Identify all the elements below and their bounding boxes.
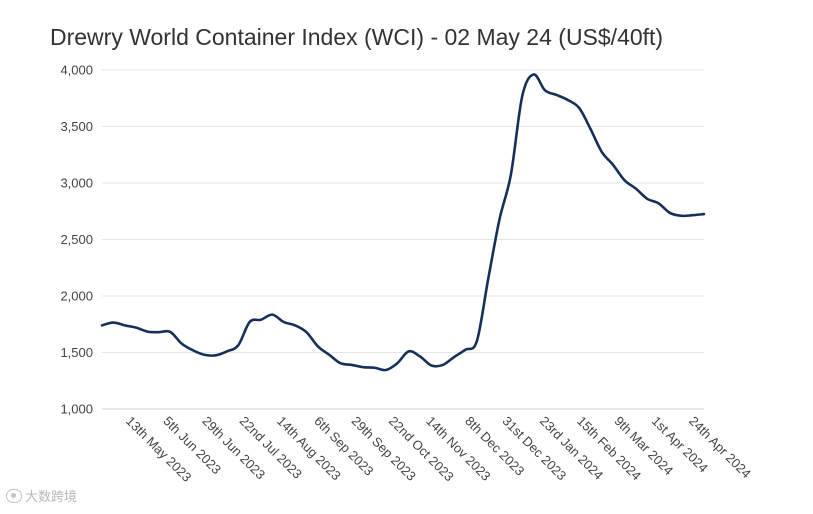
y-tick-label: 1,000 (60, 402, 93, 417)
x-tick-label: 13th May 2023 (123, 413, 194, 484)
x-tick-label: 22nd Oct 2023 (386, 413, 457, 484)
y-tick-label: 4,000 (60, 63, 93, 78)
y-tick-label: 3,500 (60, 119, 93, 134)
y-tick-label: 3,000 (60, 176, 93, 191)
chart-title: Drewry World Container Index (WCI) - 02 … (50, 24, 663, 50)
series-line-0 (100, 73, 706, 372)
watermark-text: 大数跨境 (25, 490, 78, 505)
y-tick-label: 1,500 (60, 345, 93, 360)
y-tick-label: 2,000 (60, 289, 93, 304)
y-tick-label: 2,500 (60, 232, 93, 247)
y-axis: 1,000 1,500 2,000 2,500 3,000 3,500 4,000 (60, 63, 93, 417)
series-layer (100, 73, 706, 372)
watermark: 大数跨境 (6, 486, 77, 505)
gridlines (102, 69, 704, 353)
watermark-logo-icon (6, 488, 22, 503)
